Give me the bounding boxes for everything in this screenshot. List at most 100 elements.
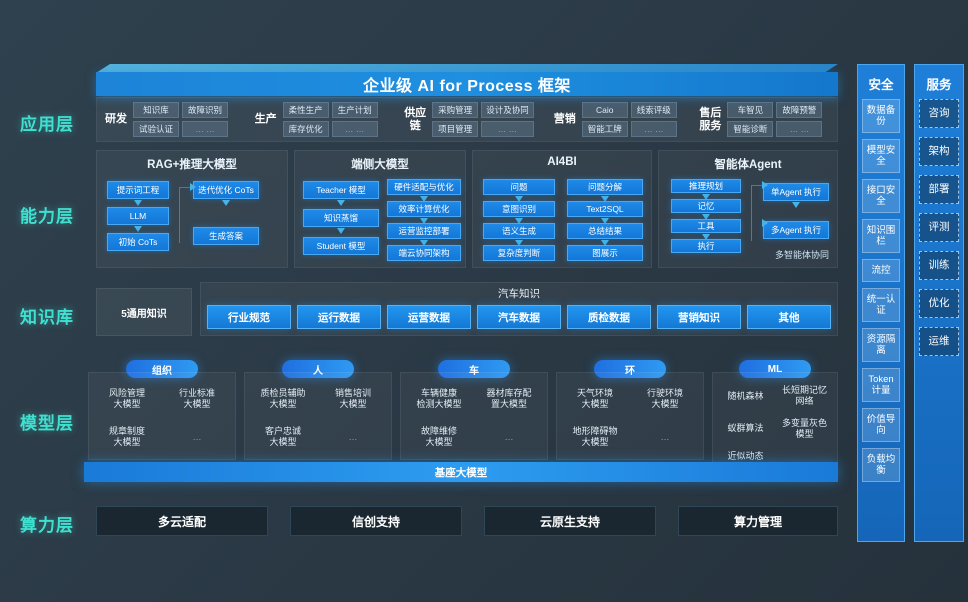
application-chip[interactable]: … … bbox=[331, 121, 378, 137]
capability-node[interactable]: 提示词工程 bbox=[107, 181, 169, 199]
capability-node[interactable]: LLM bbox=[107, 207, 169, 225]
sidebar-service-item[interactable]: 训练 bbox=[919, 251, 959, 280]
sidebar-service-item[interactable]: 咨询 bbox=[919, 99, 959, 128]
sidebar-service-item[interactable]: 运维 bbox=[919, 327, 959, 356]
capability-node[interactable]: 问题分解 bbox=[567, 179, 643, 195]
model-column-pill[interactable]: 环 bbox=[594, 360, 666, 378]
application-chip[interactable]: 车智见 bbox=[727, 102, 774, 118]
compute-chip[interactable]: 信创支持 bbox=[290, 506, 462, 536]
capability-node[interactable]: Student 模型 bbox=[303, 237, 379, 255]
model-cell[interactable]: 行业标准 大模型 bbox=[178, 388, 215, 409]
application-chip[interactable]: 知识库 bbox=[133, 102, 179, 118]
capability-node[interactable]: 知识蒸馏 bbox=[303, 209, 379, 227]
capability-node[interactable]: 意图识别 bbox=[483, 201, 555, 217]
capability-node[interactable]: 生成答案 bbox=[193, 227, 259, 245]
capability-node[interactable]: 效率计算优化 bbox=[387, 201, 461, 217]
capability-node[interactable]: 运营监控部署 bbox=[387, 223, 461, 239]
model-cell[interactable]: 天气环境 大模型 bbox=[576, 388, 613, 409]
model-cell[interactable]: … bbox=[660, 431, 670, 442]
model-cell[interactable]: 多变量灰色 模型 bbox=[781, 417, 827, 439]
capability-node[interactable]: 工具 bbox=[671, 219, 741, 233]
capability-node[interactable]: Teacher 模型 bbox=[303, 181, 379, 199]
knowledge-chip[interactable]: 汽车数据 bbox=[477, 305, 561, 329]
application-chip[interactable]: … … bbox=[776, 121, 823, 137]
sidebar-security-item[interactable]: 资源隔离 bbox=[862, 328, 900, 362]
capability-node[interactable]: 语义生成 bbox=[483, 223, 555, 239]
model-cell[interactable]: 行驶环境 大模型 bbox=[646, 388, 683, 409]
sidebar-security-item[interactable]: 负载均衡 bbox=[862, 448, 900, 482]
model-cell[interactable]: … bbox=[504, 431, 514, 442]
application-chip[interactable]: 采购管理 bbox=[432, 102, 479, 118]
compute-chip[interactable]: 多云适配 bbox=[96, 506, 268, 536]
capability-node[interactable]: 复杂度判断 bbox=[483, 245, 555, 261]
compute-chip[interactable]: 云原生支持 bbox=[484, 506, 656, 536]
capability-node[interactable]: 端云协同架构 bbox=[387, 245, 461, 261]
model-cell[interactable]: 风险管理 大模型 bbox=[108, 388, 145, 409]
sidebar-security-item[interactable]: Token计量 bbox=[862, 368, 900, 402]
capability-node[interactable]: 硬件适配与优化 bbox=[387, 179, 461, 195]
application-chip[interactable]: 智能诊断 bbox=[727, 121, 774, 137]
model-cell[interactable]: 客户忠诚 大模型 bbox=[264, 426, 301, 447]
capability-node[interactable]: 记忆 bbox=[671, 199, 741, 213]
capability-node[interactable]: 总结结果 bbox=[567, 223, 643, 239]
sidebar-security-item[interactable]: 接口安全 bbox=[862, 179, 900, 213]
knowledge-chip[interactable]: 营销知识 bbox=[657, 305, 741, 329]
model-cell[interactable]: … bbox=[192, 431, 202, 442]
model-column-pill[interactable]: 组织 bbox=[126, 360, 198, 378]
sidebar-security-item[interactable]: 价值导向 bbox=[862, 408, 900, 442]
application-chip[interactable]: 故障识别 bbox=[182, 102, 228, 118]
sidebar-service-item[interactable]: 评测 bbox=[919, 213, 959, 242]
capability-node[interactable]: 迭代优化 CoTs bbox=[193, 181, 259, 199]
sidebar-security-item[interactable]: 知识围栏 bbox=[862, 219, 900, 253]
sidebar-service-item[interactable]: 架构 bbox=[919, 137, 959, 166]
model-cell[interactable]: 地形障碍物 大模型 bbox=[572, 426, 618, 447]
application-chip[interactable]: 试验认证 bbox=[133, 121, 179, 137]
model-column-pill[interactable]: ML bbox=[739, 360, 811, 378]
model-cell[interactable]: … bbox=[348, 431, 358, 442]
application-chip[interactable]: 生产计划 bbox=[331, 102, 378, 118]
application-chip[interactable]: Caio bbox=[581, 102, 628, 118]
model-cell[interactable]: 车辆健康 检测大模型 bbox=[416, 388, 462, 409]
capability-node[interactable]: 初始 CoTs bbox=[107, 233, 169, 251]
application-chip[interactable]: 项目管理 bbox=[432, 121, 479, 137]
sidebar-security-item[interactable]: 数据备份 bbox=[862, 99, 900, 133]
model-cell[interactable]: … bbox=[776, 446, 833, 477]
capability-node[interactable]: 推理规划 bbox=[671, 179, 741, 193]
knowledge-chip[interactable]: 行业规范 bbox=[207, 305, 291, 329]
model-cell[interactable]: 随机森林 bbox=[727, 390, 764, 401]
model-cell[interactable]: 长短期记忆 网络 bbox=[781, 385, 827, 407]
knowledge-chip[interactable]: 运行数据 bbox=[297, 305, 381, 329]
capability-node[interactable]: 问题 bbox=[483, 179, 555, 195]
capability-node[interactable]: 执行 bbox=[671, 239, 741, 253]
application-chip[interactable]: 柔性生产 bbox=[282, 102, 329, 118]
model-cell[interactable]: 故障维修 大模型 bbox=[420, 426, 457, 447]
sidebar-security-item[interactable]: 统一认证 bbox=[862, 288, 900, 322]
knowledge-chip[interactable]: 质检数据 bbox=[567, 305, 651, 329]
application-chip[interactable]: 设计及协同 bbox=[481, 102, 534, 118]
model-cell[interactable]: 蚁群算法 bbox=[727, 423, 764, 434]
application-chip[interactable]: 智能工牌 bbox=[581, 121, 628, 137]
model-column-pill[interactable]: 车 bbox=[438, 360, 510, 378]
capability-node[interactable]: 多Agent 执行 bbox=[763, 221, 829, 239]
sidebar-security-item[interactable]: 流控 bbox=[862, 259, 900, 282]
application-chip[interactable]: 线索评级 bbox=[630, 102, 677, 118]
application-chip[interactable]: 库存优化 bbox=[282, 121, 329, 137]
model-cell[interactable]: 质检员辅助 大模型 bbox=[260, 388, 306, 409]
sidebar-service-item[interactable]: 部署 bbox=[919, 175, 959, 204]
application-chip[interactable]: … … bbox=[481, 121, 534, 137]
compute-chip[interactable]: 算力管理 bbox=[678, 506, 838, 536]
sidebar-security-item[interactable]: 模型安全 bbox=[862, 139, 900, 173]
model-cell[interactable]: 销售培训 大模型 bbox=[334, 388, 371, 409]
model-cell[interactable]: 器材库存配 置大模型 bbox=[486, 388, 532, 409]
model-cell[interactable]: 规章制度 大模型 bbox=[108, 426, 145, 447]
capability-node[interactable]: Text2SQL bbox=[567, 201, 643, 217]
capability-node[interactable]: 单Agent 执行 bbox=[763, 183, 829, 201]
knowledge-chip[interactable]: 其他 bbox=[747, 305, 831, 329]
application-chip[interactable]: 故障预警 bbox=[776, 102, 823, 118]
capability-node[interactable]: 图展示 bbox=[567, 245, 643, 261]
model-column-pill[interactable]: 人 bbox=[282, 360, 354, 378]
sidebar-service-item[interactable]: 优化 bbox=[919, 289, 959, 318]
application-chip[interactable]: … … bbox=[630, 121, 677, 137]
knowledge-chip[interactable]: 运营数据 bbox=[387, 305, 471, 329]
application-chip[interactable]: … … bbox=[182, 121, 228, 137]
